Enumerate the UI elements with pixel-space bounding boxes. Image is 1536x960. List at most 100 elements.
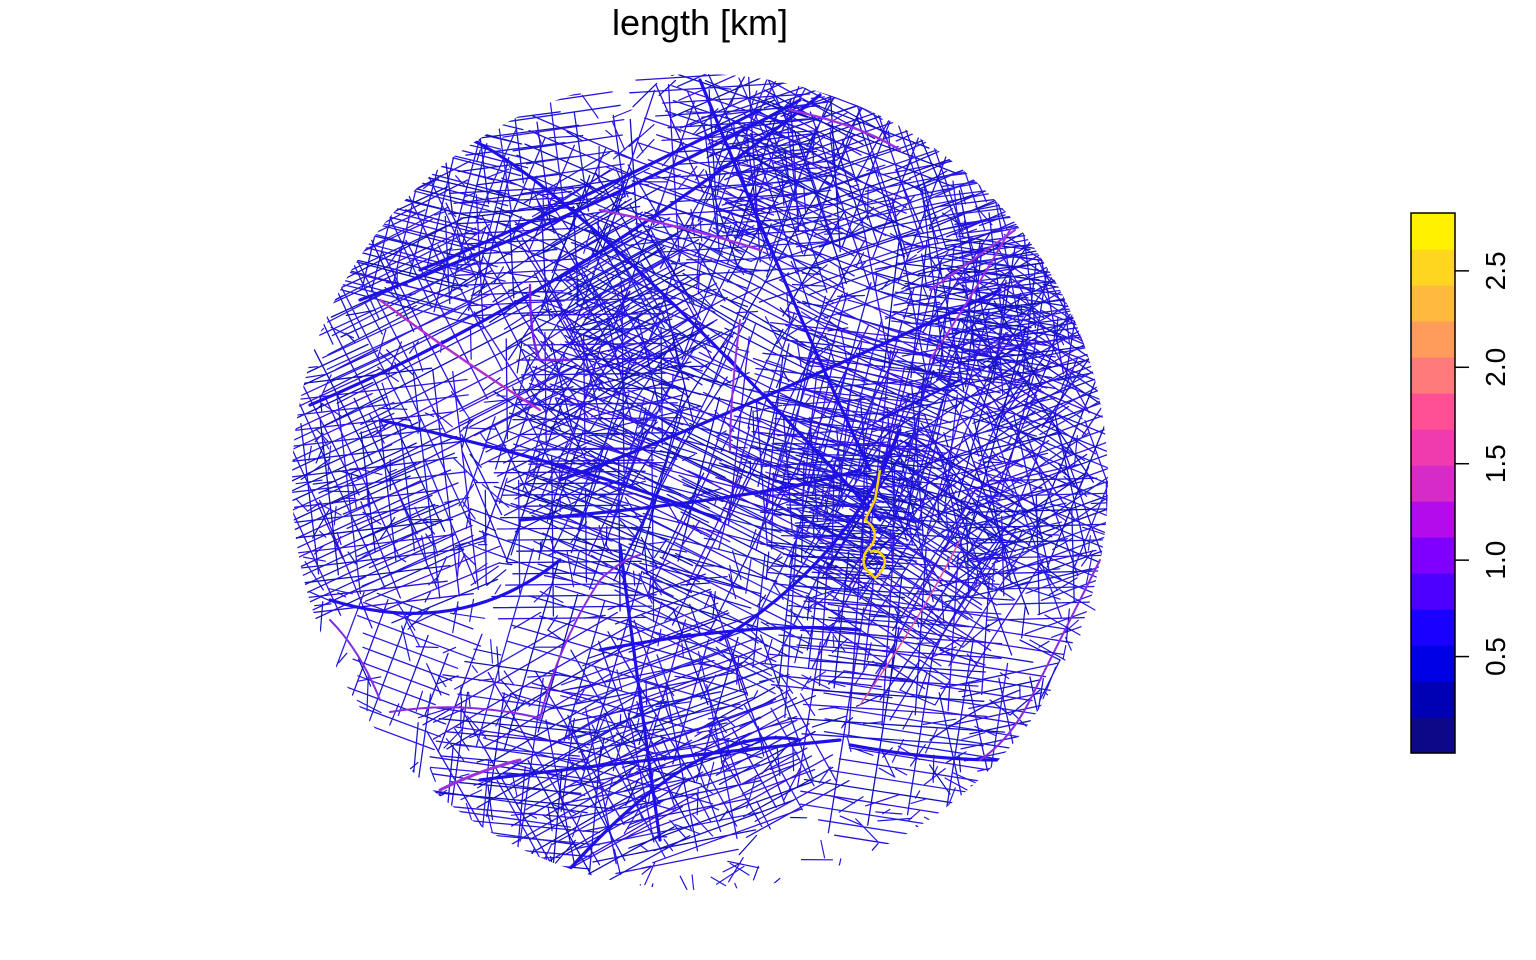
street-segment [866, 188, 869, 220]
street-segment [635, 74, 837, 81]
street-segment [338, 282, 415, 429]
street-segment [640, 614, 775, 683]
street-segment [338, 470, 361, 478]
street-segment [812, 151, 815, 165]
street-segment [641, 866, 652, 875]
street-segment [426, 155, 455, 269]
street-segment [492, 214, 627, 303]
street-segment [364, 545, 501, 602]
street-segment [820, 839, 826, 859]
street-segment [588, 433, 621, 437]
street-segment [980, 556, 1017, 561]
street-segment [846, 420, 872, 423]
street-segment [769, 321, 950, 344]
street-segment [792, 742, 795, 772]
legend-color-step [1411, 393, 1455, 430]
map-title: length [km] [611, 2, 789, 43]
street-segment [819, 456, 835, 478]
street-segment [531, 168, 615, 218]
street-segment [992, 454, 1108, 524]
street-segment [630, 240, 667, 246]
street-segment [796, 292, 848, 476]
street-segment [738, 751, 763, 759]
street-segment [541, 299, 550, 313]
street-segment [506, 640, 744, 710]
street-segment [1022, 403, 1052, 416]
street-segment [1041, 305, 1108, 429]
street-segment [796, 338, 802, 367]
street-segment [572, 551, 580, 576]
street-segment [429, 767, 436, 782]
street-segment [501, 679, 518, 699]
street-segment [473, 311, 534, 403]
street-segment [453, 258, 577, 266]
street-segment [671, 365, 708, 368]
street-segment [692, 814, 714, 837]
street-segment [708, 730, 763, 828]
street-segment [978, 397, 1108, 462]
street-segment [412, 371, 441, 599]
street-segment [672, 125, 682, 133]
street-segment [435, 707, 595, 731]
street-segment [620, 353, 634, 367]
street-segment [606, 166, 772, 228]
street-segment [981, 525, 994, 544]
street-segment [499, 562, 513, 566]
street-segment [514, 163, 625, 181]
street-segment [478, 281, 488, 295]
street-segment [488, 459, 655, 463]
street-segment [597, 296, 728, 370]
street-segment [486, 569, 507, 587]
street-segment [674, 675, 705, 682]
street-segment [569, 686, 587, 690]
street-segment [653, 693, 747, 728]
street-segment [704, 79, 721, 88]
street-segment [555, 419, 562, 432]
street-segment [877, 817, 913, 822]
street-segment [706, 723, 720, 744]
street-segment [776, 315, 798, 345]
street-segment [636, 138, 655, 159]
legend-axis: 0.5 1.0 1.5 2.0 2.5 [1455, 251, 1511, 676]
street-segment [908, 519, 913, 545]
street-segment [521, 348, 680, 452]
street-segment [397, 634, 429, 716]
street-segment [666, 174, 682, 179]
street-segment [722, 507, 892, 563]
street-segment [603, 736, 806, 811]
street-segment [966, 653, 979, 667]
street-segment [582, 265, 671, 315]
street-segment [445, 202, 542, 389]
street-segment [899, 434, 920, 437]
street-segment [366, 606, 413, 728]
street-segment [989, 448, 1004, 465]
street-segment [595, 172, 656, 274]
street-segment [503, 670, 515, 686]
street-segment [644, 569, 666, 594]
street-segment [831, 155, 843, 163]
street-segment [720, 719, 798, 763]
street-segment [414, 506, 421, 519]
street-segment [628, 543, 778, 583]
street-segment [516, 504, 629, 507]
street-segment [379, 516, 396, 540]
street-segment [550, 348, 701, 396]
street-segment [758, 674, 790, 683]
street-segment [591, 724, 667, 859]
street-segment [971, 325, 975, 347]
street-segment [504, 583, 643, 586]
street-segment [920, 137, 964, 238]
street-segment [703, 288, 717, 293]
street-segment [599, 488, 611, 495]
street-segment [598, 446, 629, 451]
street-segment [993, 337, 1010, 342]
street-segment [558, 736, 802, 882]
long-street-segment [929, 229, 1011, 361]
street-segment [300, 422, 320, 575]
street-segment [777, 528, 843, 656]
street-segment [793, 130, 847, 285]
street-segment [806, 349, 899, 532]
street-segment [945, 472, 1108, 588]
street-segment [621, 371, 626, 389]
street-segment [292, 488, 425, 565]
